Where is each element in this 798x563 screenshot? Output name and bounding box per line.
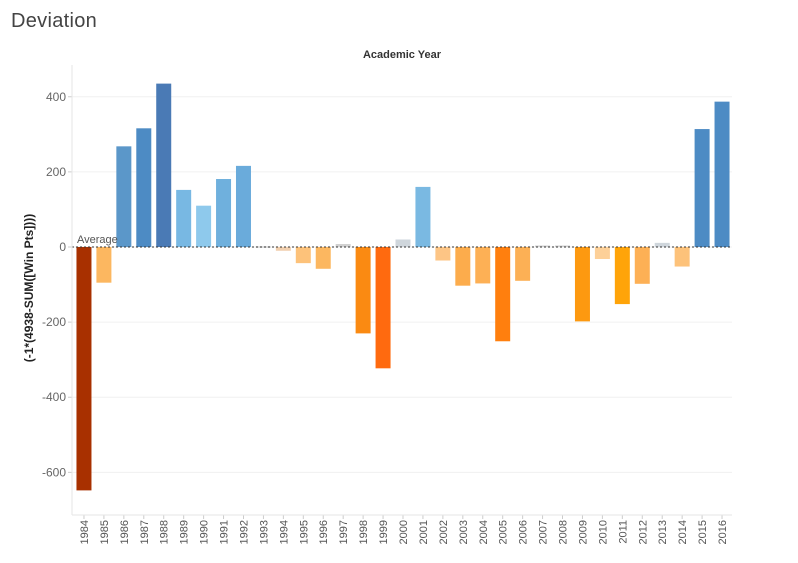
bar-1998[interactable] [355, 247, 371, 334]
x-tick-label: 2000 [398, 520, 410, 544]
x-tick-label: 2013 [657, 520, 669, 544]
bar-1999[interactable] [375, 247, 391, 369]
x-tick-label: 1998 [358, 520, 370, 544]
bar-2012[interactable] [634, 247, 650, 284]
bar-1996[interactable] [315, 247, 331, 269]
y-tick-label: -200 [42, 315, 66, 329]
bar-1995[interactable] [295, 247, 311, 264]
average-label: Average [77, 234, 118, 246]
bar-1991[interactable] [216, 179, 232, 247]
bar-2004[interactable] [475, 247, 491, 284]
bar-2001[interactable] [415, 186, 431, 247]
x-tick-label: 2010 [597, 520, 609, 544]
sheet-title: Deviation [11, 10, 98, 32]
bar-1993[interactable] [255, 246, 271, 248]
x-tick-label: 2014 [677, 520, 689, 544]
bar-1990[interactable] [196, 205, 212, 247]
x-tick-label: 1989 [179, 520, 191, 544]
x-tick-label: 1990 [199, 520, 211, 544]
bar-1989[interactable] [176, 189, 192, 247]
bar-1988[interactable] [156, 83, 172, 247]
y-tick-label: -600 [42, 465, 66, 479]
x-tick-label: 1995 [298, 520, 310, 544]
x-tick-label: 2009 [577, 520, 589, 544]
bar-1986[interactable] [116, 146, 132, 247]
x-tick-label: 1992 [238, 520, 250, 544]
bar-2003[interactable] [455, 247, 471, 286]
bar-1994[interactable] [275, 247, 291, 251]
bar-1992[interactable] [235, 165, 251, 247]
y-tick-label: 0 [59, 240, 66, 254]
bar-2010[interactable] [594, 247, 610, 260]
bar-2009[interactable] [574, 247, 590, 322]
bar-2005[interactable] [495, 247, 511, 342]
bar-2014[interactable] [674, 247, 690, 267]
x-tick-label: 1986 [119, 520, 131, 544]
bar-2000[interactable] [395, 239, 411, 247]
x-tick-label: 1985 [99, 520, 111, 544]
x-tick-label: 2012 [637, 520, 649, 544]
x-tick-label: 1994 [278, 520, 290, 544]
x-tick-label: 2004 [478, 520, 490, 544]
x-tick-label: 2008 [558, 520, 570, 544]
x-tick-label: 2016 [717, 520, 729, 544]
bars [76, 83, 730, 491]
x-tick-label: 2001 [418, 520, 430, 544]
x-tick-label: 1999 [378, 520, 390, 544]
x-tick-label: 1984 [79, 520, 91, 544]
x-tick-label: 1997 [338, 520, 350, 544]
bar-1997[interactable] [335, 243, 351, 247]
average-reference: Average [72, 234, 732, 248]
bar-1987[interactable] [136, 128, 152, 247]
x-tick-label: 1988 [159, 520, 171, 544]
bar-1984[interactable] [76, 247, 92, 491]
bar-2016[interactable] [714, 101, 730, 248]
bar-2002[interactable] [435, 247, 451, 261]
x-tick-label: 2011 [617, 520, 629, 544]
x-tick-label: 1996 [318, 520, 330, 544]
bar-1985[interactable] [96, 247, 112, 283]
x-tick-label: 1993 [258, 520, 270, 544]
x-tick-label: 2006 [518, 520, 530, 544]
y-axis-ticks: 400 200 0 -200 -400 -600 [42, 90, 72, 479]
x-tick-label: 1991 [219, 520, 231, 544]
x-tick-label: 2005 [498, 520, 510, 544]
column-header: Academic Year [362, 49, 442, 61]
bar-2006[interactable] [515, 247, 531, 281]
y-tick-label: 200 [46, 165, 66, 179]
x-tick-label: 2007 [538, 520, 550, 544]
x-tick-label: 1987 [139, 520, 151, 544]
bar-2013[interactable] [654, 242, 670, 247]
y-tick-label: 400 [46, 90, 66, 104]
x-tick-label: 2015 [697, 520, 709, 544]
bar-2007[interactable] [535, 245, 551, 247]
x-tick-label: 2003 [458, 520, 470, 544]
bar-2015[interactable] [694, 129, 710, 247]
bar-2008[interactable] [555, 245, 571, 247]
x-axis-ticks: 1984 1985 1986 1987 1988 1989 1990 1991 1992 1993… [79, 515, 729, 544]
y-tick-label: -400 [42, 390, 66, 404]
bar-2011[interactable] [614, 247, 630, 305]
x-tick-label: 2002 [438, 520, 450, 544]
